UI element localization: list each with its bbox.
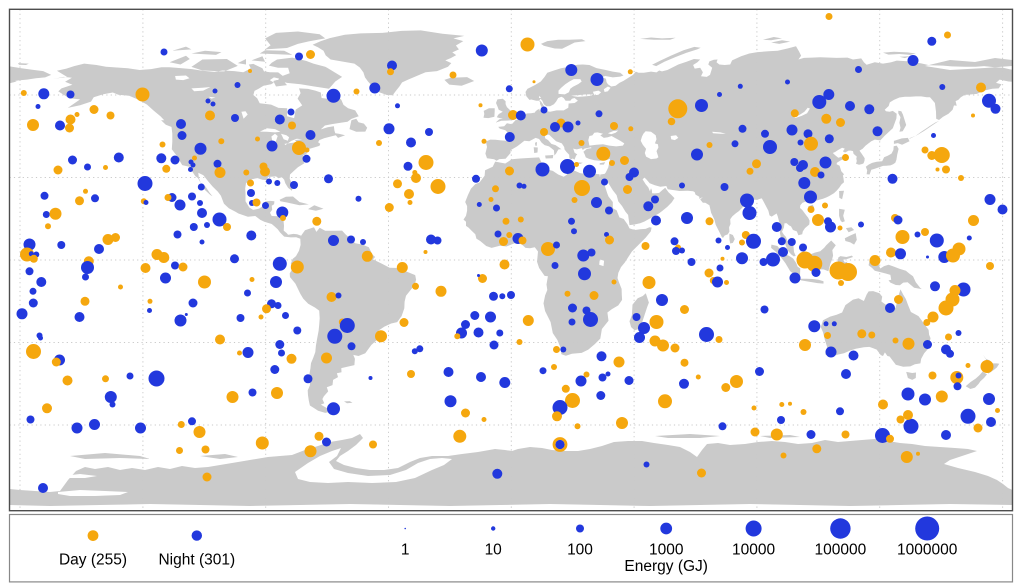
- svg-text:10000: 10000: [732, 542, 775, 559]
- svg-text:100: 100: [567, 542, 593, 559]
- svg-text:100000: 100000: [815, 542, 867, 559]
- svg-text:Energy (GJ): Energy (GJ): [624, 558, 708, 575]
- svg-text:10: 10: [485, 542, 503, 559]
- svg-text:Day (255): Day (255): [59, 552, 127, 569]
- svg-text:1000: 1000: [649, 542, 684, 559]
- svg-text:1: 1: [401, 542, 410, 559]
- svg-text:1000000: 1000000: [897, 542, 958, 559]
- svg-text:Night (301): Night (301): [158, 552, 235, 569]
